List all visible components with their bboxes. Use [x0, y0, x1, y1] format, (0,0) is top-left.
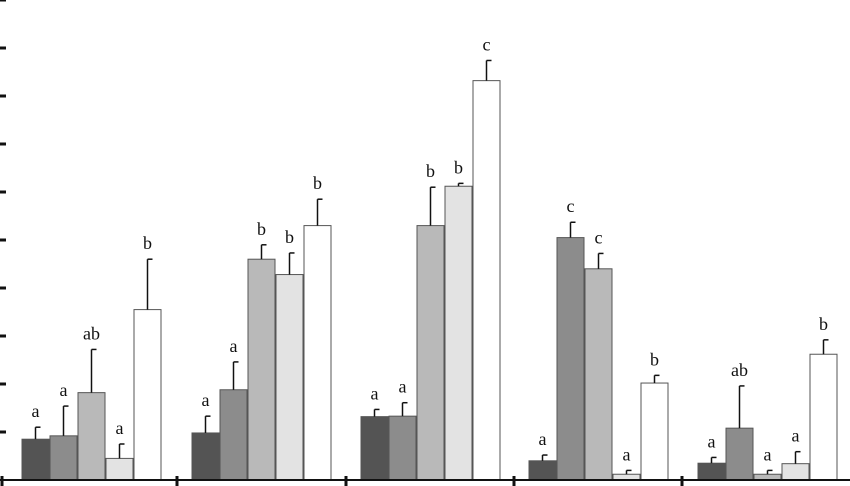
- significance-letter: a: [764, 444, 772, 464]
- bar: [303, 225, 332, 481]
- significance-letter: b: [650, 349, 659, 369]
- bar: [49, 435, 78, 481]
- significance-letter: c: [483, 34, 491, 54]
- bar: [360, 416, 389, 481]
- significance-letter: b: [285, 227, 294, 247]
- significance-letter: b: [819, 314, 828, 334]
- bar: [697, 462, 726, 481]
- significance-letter: a: [32, 401, 40, 421]
- significance-letter: b: [257, 219, 266, 239]
- bar: [781, 463, 810, 481]
- significance-letter: a: [371, 383, 379, 403]
- bar: [105, 457, 134, 481]
- bar: [556, 237, 585, 481]
- bar: [416, 225, 445, 481]
- bar: [584, 268, 613, 481]
- bar: [133, 309, 162, 481]
- bar: [21, 438, 50, 481]
- bar: [247, 258, 276, 481]
- significance-letter: b: [454, 157, 463, 177]
- significance-letter: a: [792, 426, 800, 446]
- bar: [809, 353, 838, 481]
- bar: [725, 427, 754, 481]
- bar: [191, 432, 220, 481]
- bar: [444, 185, 473, 481]
- significance-letter: a: [623, 444, 631, 464]
- bar: [275, 274, 304, 481]
- bar: [640, 382, 669, 481]
- significance-letter: b: [143, 233, 152, 253]
- significance-letter: c: [595, 227, 603, 247]
- significance-letter: a: [230, 336, 238, 356]
- bar: [388, 415, 417, 481]
- bar: [528, 460, 557, 481]
- significance-letter: b: [426, 161, 435, 181]
- significance-letter: a: [708, 431, 716, 451]
- significance-letter: a: [60, 380, 68, 400]
- bar: [77, 392, 106, 481]
- significance-letter: ab: [731, 360, 748, 380]
- significance-letter: a: [116, 418, 124, 438]
- significance-letter: a: [202, 390, 210, 410]
- bar: [472, 80, 501, 481]
- significance-letter: c: [567, 196, 575, 216]
- significance-letter: a: [539, 429, 547, 449]
- bar: [219, 389, 248, 481]
- significance-letter: a: [399, 377, 407, 397]
- significance-letter: b: [313, 173, 322, 193]
- significance-letter: ab: [83, 323, 100, 343]
